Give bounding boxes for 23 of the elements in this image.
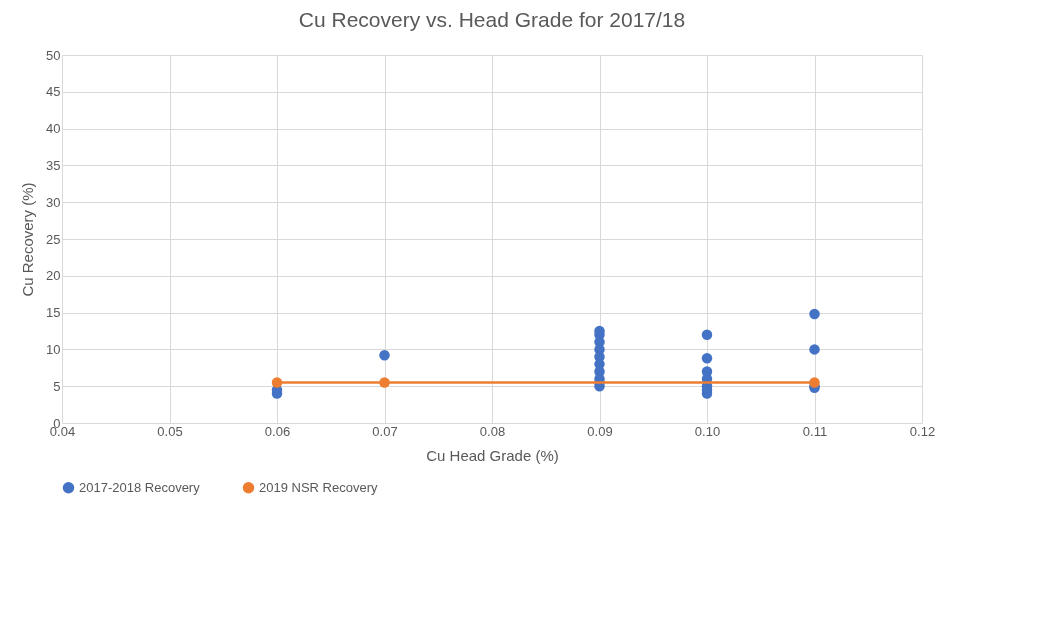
x-tick-label: 0.07 bbox=[372, 423, 398, 439]
x-tick-label: 0.08 bbox=[479, 423, 506, 439]
y-axis-title: Cu Recovery (%) bbox=[19, 182, 37, 297]
y-tick-label: 50 bbox=[46, 47, 61, 63]
chart-title: Cu Recovery vs. Head Grade for 2017/18 bbox=[298, 8, 686, 31]
legend-label: 2019 NSR Recovery bbox=[259, 479, 378, 495]
x-tick-label: 0.05 bbox=[157, 423, 183, 439]
x-tick-label: 0.10 bbox=[694, 423, 721, 439]
legend-label: 2017-2018 Recovery bbox=[79, 479, 201, 495]
y-tick-label: 25 bbox=[46, 231, 61, 247]
y-tick-label: 15 bbox=[46, 305, 61, 321]
x-tick-label: 0.09 bbox=[587, 423, 613, 439]
y-tick-label: 10 bbox=[46, 341, 61, 357]
y-tick-label: 5 bbox=[53, 378, 61, 394]
x-tick-label: 0.06 bbox=[264, 423, 291, 439]
y-tick-label: 20 bbox=[46, 268, 61, 284]
x-tick-label: 0.12 bbox=[909, 423, 936, 439]
x-tick-label: 0.11 bbox=[802, 423, 828, 439]
y-tick-label: 35 bbox=[46, 157, 61, 173]
x-axis-title: Cu Head Grade (%) bbox=[426, 446, 559, 464]
y-tick-label: 30 bbox=[46, 194, 61, 210]
y-tick-label: 45 bbox=[46, 84, 61, 100]
y-tick-label: 40 bbox=[46, 121, 61, 137]
